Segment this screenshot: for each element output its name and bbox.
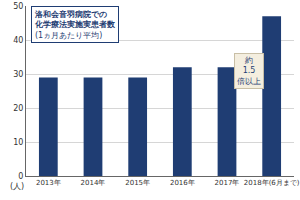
svg-text:50: 50 (13, 2, 23, 11)
svg-text:(人): (人) (10, 182, 24, 191)
svg-text:2018年(6月まで): 2018年(6月まで) (244, 179, 300, 187)
svg-text:0: 0 (18, 172, 23, 181)
svg-text:30: 30 (13, 70, 23, 79)
svg-text:約1.5倍以上: 約1.5倍以上 (237, 56, 261, 86)
svg-text:洛和会音羽病院での化学療法実施実患者数(1ヵ月あたり平均): 洛和会音羽病院での化学療法実施実患者数(1ヵ月あたり平均) (34, 9, 116, 40)
svg-text:2013年: 2013年 (36, 179, 61, 187)
svg-text:10: 10 (13, 138, 23, 147)
svg-text:2016年: 2016年 (170, 179, 195, 187)
svg-text:2017年: 2017年 (215, 179, 240, 187)
svg-text:20: 20 (13, 104, 23, 113)
svg-text:2015年: 2015年 (125, 179, 150, 187)
svg-text:40: 40 (13, 36, 23, 45)
svg-text:2014年: 2014年 (81, 179, 106, 187)
